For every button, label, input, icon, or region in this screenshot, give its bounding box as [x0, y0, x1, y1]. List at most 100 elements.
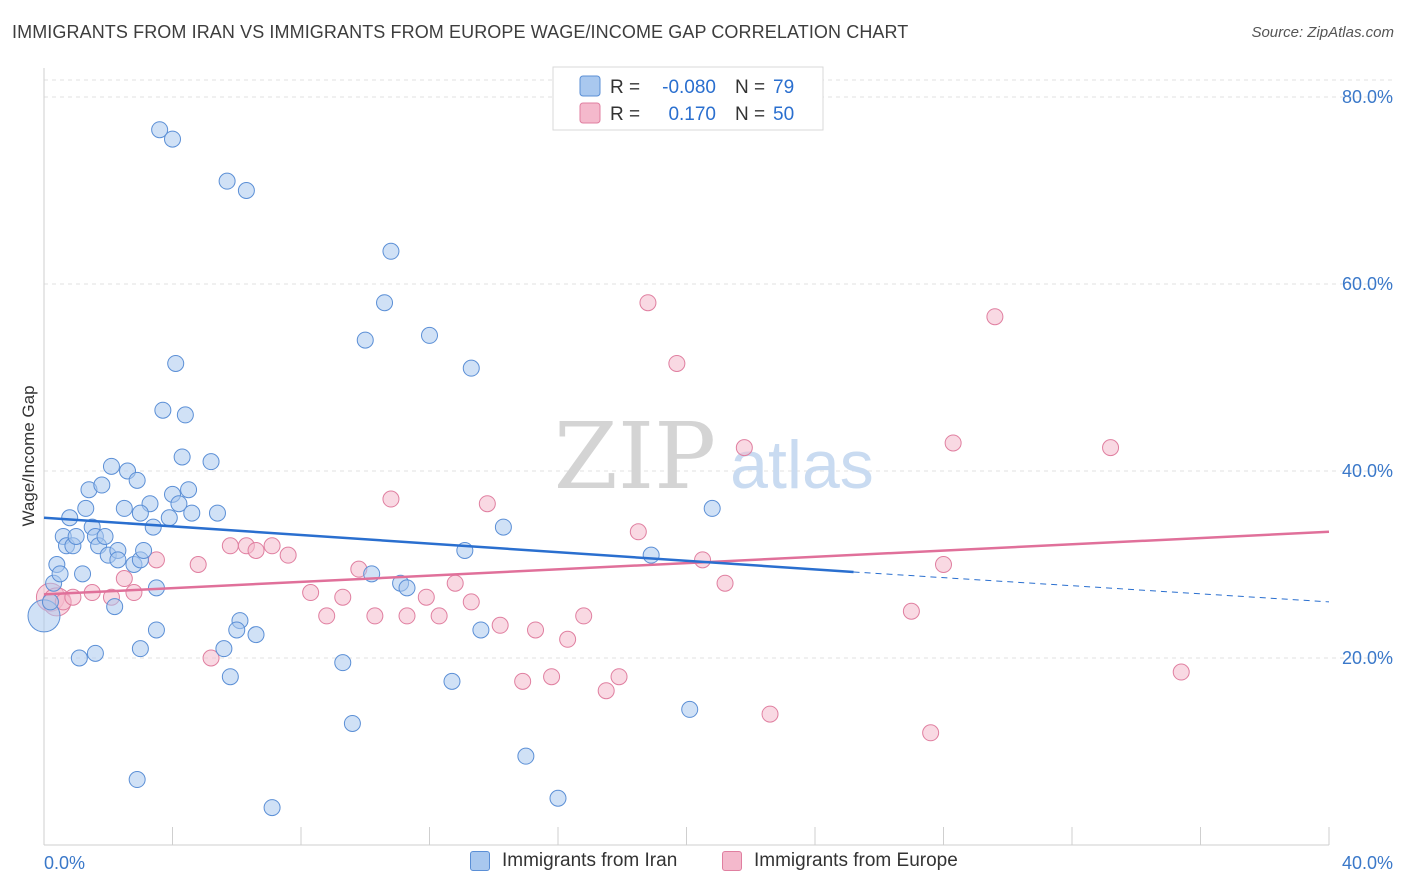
- watermark-atlas: atlas: [730, 427, 874, 503]
- europe-point: [559, 630, 577, 648]
- europe-point: [446, 574, 464, 592]
- legend-r-value-iran: -0.080: [662, 77, 716, 98]
- iran-point: [472, 621, 490, 639]
- iran-point: [443, 672, 461, 690]
- iran-point: [703, 499, 721, 517]
- iran-point: [128, 771, 146, 789]
- axes: [43, 68, 1330, 846]
- iran-point: [218, 172, 236, 190]
- europe-point: [639, 294, 657, 312]
- legend-top: R = -0.080 N = 79 R = 0.170 N = 50: [552, 66, 824, 131]
- iran-point: [74, 565, 92, 583]
- europe-point: [527, 621, 545, 639]
- iran-point: [109, 551, 127, 569]
- iran-point: [173, 448, 191, 466]
- iran-point: [93, 476, 111, 494]
- iran-point: [237, 182, 255, 199]
- legend-n-value-iran: 79: [773, 77, 794, 98]
- europe-point: [1172, 663, 1190, 681]
- iran-point: [421, 326, 438, 344]
- legend-label-europe: Immigrants from Europe: [754, 850, 958, 871]
- europe-point: [462, 593, 480, 611]
- iran-point: [642, 546, 660, 564]
- europe-point: [430, 607, 448, 625]
- europe-point: [543, 668, 561, 686]
- iran-point: [135, 541, 153, 559]
- iran-point: [356, 331, 374, 349]
- europe-point: [334, 588, 352, 606]
- iran-point: [208, 504, 226, 522]
- europe-point: [935, 556, 952, 573]
- europe-point: [189, 556, 207, 573]
- europe-point: [279, 546, 297, 564]
- iran-point: [376, 294, 394, 312]
- iran-point: [334, 654, 352, 672]
- iran-point: [164, 130, 181, 148]
- legend-n-value-europe: 50: [773, 104, 794, 125]
- europe-point: [417, 588, 435, 606]
- europe-point: [302, 584, 320, 602]
- iran-point: [147, 621, 165, 639]
- iran-point: [263, 799, 281, 817]
- europe-point: [202, 649, 220, 667]
- trend-lines: [43, 516, 1330, 603]
- iran-point: [102, 457, 120, 475]
- watermark: ZIP atlas: [554, 403, 874, 510]
- iran-points: [27, 121, 721, 817]
- europe-point: [263, 537, 281, 555]
- watermark-zip: ZIP: [554, 403, 716, 510]
- europe-point: [944, 434, 962, 452]
- iran-point: [202, 453, 220, 471]
- grid-lines: [44, 79, 1392, 659]
- iran-point: [61, 509, 79, 527]
- iran-point: [180, 481, 198, 499]
- iran-point: [462, 359, 480, 377]
- iran-point: [41, 593, 59, 611]
- axis-labels: Wage/Income Gap 20.0% 40.0% 60.0% 80.0% 0.0%…: [19, 87, 1393, 873]
- iran-point: [343, 714, 361, 732]
- legend-swatch-iran: [579, 75, 601, 97]
- y-tick-label: 20.0%: [1342, 648, 1393, 668]
- europe-point: [125, 584, 143, 602]
- legend-item-europe: Immigrants from Europe: [722, 850, 958, 872]
- iran-point: [170, 495, 188, 513]
- x-tick-label: 40.0%: [1342, 853, 1393, 873]
- y-axis-label: Wage/Income Gap: [19, 385, 38, 526]
- europe-point: [922, 724, 940, 742]
- europe-point: [478, 495, 496, 513]
- europe-points: [35, 294, 1190, 742]
- iran-point: [228, 621, 246, 639]
- europe-trend-line: [43, 530, 1330, 596]
- iran-point: [67, 527, 85, 545]
- iran-point: [215, 640, 233, 658]
- europe-point: [491, 616, 509, 634]
- source-label: Source: ZipAtlas.com: [1251, 24, 1394, 41]
- iran-point: [96, 527, 114, 545]
- iran-point: [247, 626, 265, 644]
- iran-point: [131, 504, 149, 522]
- iran-trend-line: [43, 516, 854, 574]
- legend-r-label-iran: R =: [610, 77, 640, 98]
- legend-label-iran: Immigrants from Iran: [502, 850, 678, 871]
- iran-point: [70, 649, 88, 667]
- europe-point: [610, 668, 628, 686]
- iran-point: [154, 401, 172, 419]
- iran-point: [221, 668, 239, 686]
- europe-point: [597, 682, 615, 700]
- iran-point: [51, 565, 69, 583]
- europe-point: [629, 523, 647, 541]
- y-tick-label: 80.0%: [1342, 87, 1393, 107]
- europe-point: [694, 551, 712, 569]
- legend-bottom: Immigrants from Iran Immigrants from Eur…: [0, 850, 1406, 880]
- iran-point: [115, 499, 133, 517]
- europe-point: [514, 672, 532, 690]
- legend-n-label-europe: N =: [735, 104, 765, 125]
- europe-point: [902, 602, 920, 620]
- iran-point: [151, 121, 169, 139]
- europe-point: [986, 308, 1004, 326]
- europe-point: [735, 439, 753, 457]
- legend-item-iran: Immigrants from Iran: [470, 850, 677, 872]
- iran-point: [144, 518, 162, 536]
- iran-point: [183, 504, 201, 522]
